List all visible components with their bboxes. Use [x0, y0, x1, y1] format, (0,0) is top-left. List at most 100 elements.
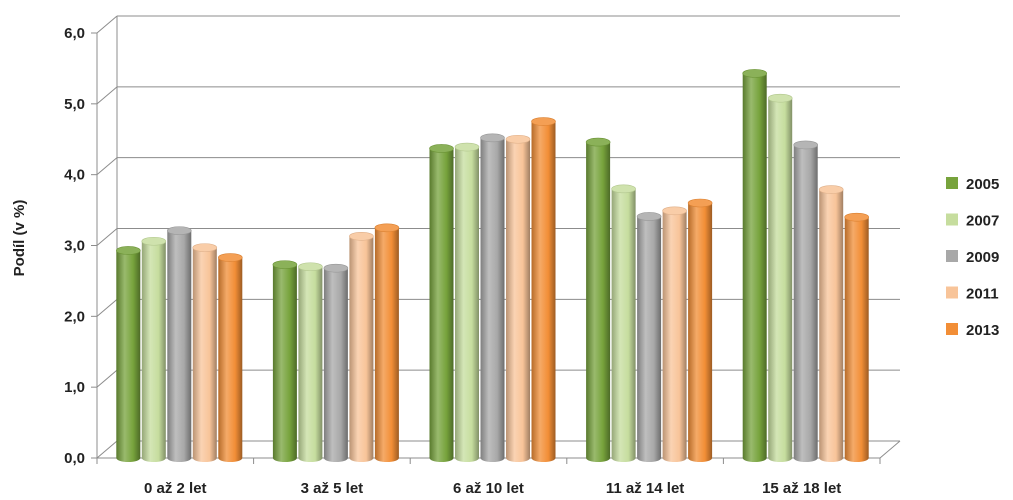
gridline-depth: [96, 369, 118, 388]
bar-body: [662, 210, 687, 462]
bar: [192, 243, 218, 462]
bar-body: [688, 203, 713, 462]
bar-body: [116, 250, 141, 462]
legend-swatch: [946, 286, 958, 299]
bar: [611, 184, 636, 463]
bar: [793, 140, 819, 462]
bar-top: [298, 262, 323, 272]
bar-top: [793, 140, 819, 150]
bar-top: [611, 184, 636, 194]
y-tick-label: 2,0: [64, 308, 85, 325]
x-tick-label: 0 až 2 let: [144, 480, 207, 497]
bar-body: [793, 144, 818, 462]
legend: 2005 2007 2009 2011 2013: [946, 176, 999, 339]
floor-edge: [879, 440, 901, 459]
bar-top: [818, 185, 844, 194]
gridline-depth: [96, 298, 118, 317]
legend-swatch: [946, 177, 958, 189]
bar: [374, 223, 400, 462]
bar-top: [374, 223, 400, 233]
labels: 0,0 1,0 2,0 3,0 4,0 5,0 6,0 0 až 2 let 3 až 5 le…: [64, 25, 841, 497]
legend-label: 2011: [966, 286, 999, 303]
bar-body: [429, 148, 454, 463]
bar: [480, 133, 505, 463]
y-tick-label: 0,0: [64, 450, 85, 467]
bar: [742, 69, 768, 462]
bar: [636, 212, 662, 462]
bar-body: [480, 137, 505, 463]
bar-top: [272, 260, 298, 269]
bar-top: [454, 142, 480, 152]
x-tick-label: 11 až 14 let: [606, 480, 684, 497]
bar-top: [323, 263, 349, 273]
bar-top: [141, 236, 167, 246]
legend-swatch: [946, 250, 958, 262]
bar-top: [116, 246, 141, 255]
gridline-depth: [96, 86, 118, 105]
bar: [298, 262, 323, 462]
bar-body: [374, 227, 399, 462]
gridline-depth: [96, 440, 118, 459]
bar-top: [844, 212, 870, 222]
bar-body: [531, 121, 556, 463]
bar: [272, 260, 298, 462]
bar: [454, 142, 480, 462]
legend-label: 2009: [966, 249, 999, 266]
bar-top: [585, 137, 611, 147]
legend-label: 2013: [966, 322, 999, 339]
y-tick-label: 5,0: [64, 96, 85, 113]
bar-body: [192, 247, 217, 462]
bar-body: [323, 268, 348, 462]
bar-body: [742, 73, 767, 462]
x-tick-label: 6 až 10 let: [453, 480, 524, 497]
bar-body: [298, 266, 323, 462]
bar: [662, 206, 687, 462]
bar: [505, 134, 531, 462]
bar: [141, 236, 167, 462]
bar-top: [429, 144, 454, 153]
bar-top: [349, 231, 374, 241]
bar-top: [505, 134, 531, 144]
bars: [116, 69, 870, 463]
legend-swatch: [946, 323, 958, 335]
bar: [687, 198, 713, 462]
bar: [844, 212, 870, 462]
y-tick-label: 4,0: [64, 167, 85, 184]
bar-top: [662, 206, 687, 216]
legend-swatch: [946, 213, 958, 226]
bar: [767, 93, 793, 463]
bar-body: [637, 216, 662, 462]
gridline-depth: [96, 15, 118, 34]
bar: [349, 231, 374, 462]
bar: [429, 144, 454, 463]
bar-body: [768, 98, 793, 463]
bar-body: [611, 188, 636, 463]
bar-top: [218, 253, 243, 262]
bar-body: [455, 147, 479, 462]
y-tick-label: 6,0: [64, 25, 85, 42]
y-tick-label: 3,0: [64, 238, 85, 255]
bar: [818, 185, 844, 462]
bar-body: [349, 236, 374, 462]
bar-top: [767, 93, 793, 103]
bar-body: [167, 230, 192, 462]
bar: [116, 246, 141, 462]
y-tick-label: 1,0: [64, 379, 85, 396]
x-tick-label: 3 až 5 let: [301, 480, 364, 497]
bar: [218, 253, 243, 462]
gridline-depth: [96, 228, 118, 246]
y-axis-title: Podíl (v %): [11, 200, 28, 277]
bar-top: [480, 133, 505, 143]
bar: [167, 226, 192, 462]
bar-body: [506, 139, 530, 462]
bar-top: [742, 69, 768, 78]
bar-top: [192, 243, 218, 252]
legend-label: 2007: [966, 213, 999, 230]
bar-body: [141, 241, 166, 462]
bar: [585, 137, 611, 463]
bar-body: [819, 189, 844, 462]
bar: [323, 263, 349, 462]
bar-top: [167, 226, 192, 235]
